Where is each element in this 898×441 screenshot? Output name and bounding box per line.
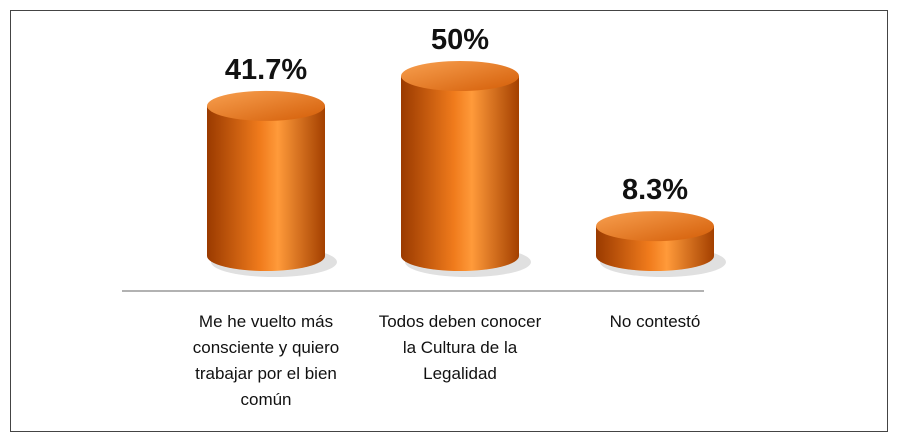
cylinder	[596, 211, 726, 277]
bar	[401, 76, 519, 271]
value-label: 8.3%	[622, 174, 688, 206]
category-label: Me he vuelto más consciente y quiero tra…	[192, 312, 340, 409]
value-label: 41.7%	[225, 54, 307, 86]
bar	[207, 105, 325, 271]
category-label: Todos deben conocer la Cultura de la Leg…	[378, 312, 542, 383]
value-label: 50%	[431, 24, 489, 56]
cylinder	[207, 90, 337, 277]
bar-top	[596, 211, 714, 242]
frame	[10, 10, 888, 432]
category-label: No contestó	[609, 312, 701, 331]
bar-top	[207, 90, 325, 121]
bar-top	[401, 61, 519, 91]
cylinder	[401, 61, 531, 277]
